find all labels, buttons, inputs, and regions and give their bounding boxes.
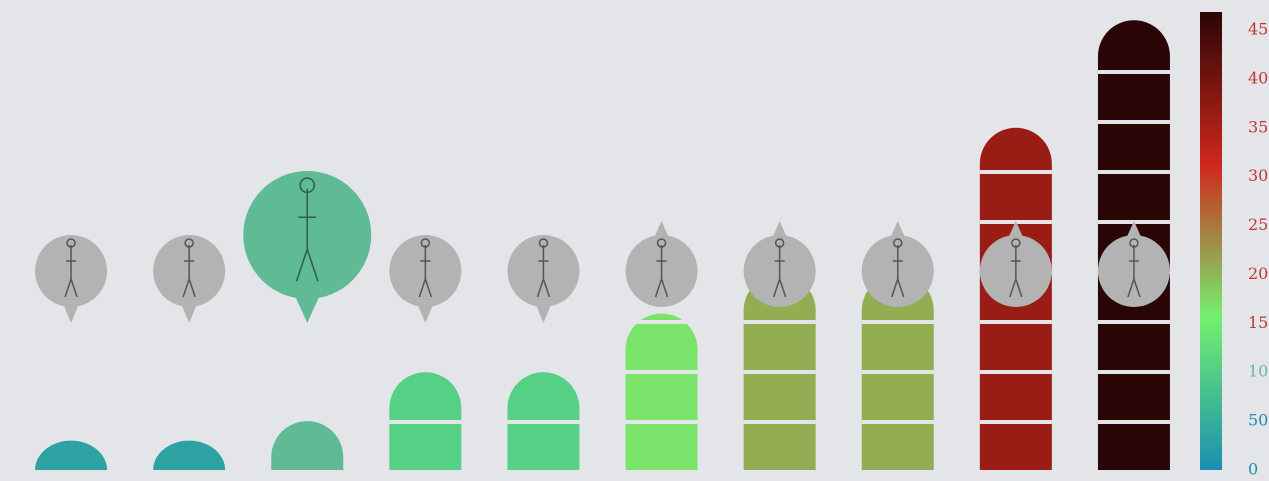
icon-figure: [1127, 245, 1141, 298]
posture-icon: [861, 221, 934, 307]
bar: [153, 440, 226, 470]
icon-figure: [182, 245, 196, 298]
icon-pin: [530, 292, 557, 323]
posture-icon: [625, 221, 698, 307]
icon-figure: [891, 245, 905, 298]
segment-gap: [1097, 320, 1170, 324]
icon-head: [774, 238, 785, 248]
segment-gap: [1097, 420, 1170, 424]
icon-pin: [767, 221, 793, 250]
segment-gap: [979, 320, 1052, 324]
segment-gap: [861, 370, 934, 374]
legend-label: 30: [1248, 166, 1268, 185]
icon-head: [184, 238, 194, 248]
segment-gap: [1097, 70, 1170, 74]
segment-gap: [1097, 170, 1170, 174]
icon-pin: [284, 273, 330, 323]
legend-label: 25: [1248, 215, 1268, 234]
posture-icon: [389, 235, 462, 323]
icon-head: [538, 238, 549, 248]
legend-label: 45: [1248, 20, 1268, 39]
segment-gap: [625, 420, 698, 424]
icon-head: [66, 238, 76, 248]
segment-gap: [507, 420, 580, 424]
legend-label: 20: [1248, 264, 1268, 283]
icon-figure: [418, 245, 433, 298]
segment-gap: [743, 420, 816, 424]
icon-head: [1011, 238, 1021, 248]
icon-head: [893, 238, 903, 248]
icon-figure: [295, 188, 319, 282]
icon-figure: [64, 245, 78, 298]
icon-pin: [1121, 221, 1147, 250]
legend-label: 35: [1248, 117, 1268, 136]
icon-pin: [412, 292, 438, 323]
segment-gap: [743, 370, 816, 374]
legend-bar: [1200, 12, 1222, 470]
icon-figure: [772, 245, 787, 298]
icon-figure: [536, 245, 551, 298]
posture-icon: [507, 235, 580, 323]
bar: [271, 421, 344, 470]
segment-gap: [743, 320, 816, 324]
icon-head: [299, 177, 316, 194]
icon-head: [1129, 238, 1139, 248]
segment-gap: [861, 420, 934, 424]
legend-label: 40: [1248, 68, 1268, 87]
icon-head: [420, 238, 431, 248]
legend-label: 50: [1248, 411, 1268, 430]
bar: [625, 313, 698, 470]
segment-gap: [625, 370, 698, 374]
posture-icon: [153, 235, 226, 323]
posture-icon: [979, 221, 1052, 307]
legend-label: 0: [1248, 460, 1258, 479]
segment-gap: [861, 320, 934, 324]
posture-icon: [243, 171, 372, 323]
icon-head: [656, 238, 667, 248]
icon-figure: [1009, 245, 1023, 298]
icon-pin: [58, 292, 84, 323]
icon-pin: [885, 221, 911, 250]
icon-pin: [176, 292, 202, 323]
posture-icon: [35, 235, 108, 323]
bar: [35, 440, 108, 470]
segment-gap: [1097, 370, 1170, 374]
icon-pin: [1003, 221, 1029, 250]
segment-gap: [979, 370, 1052, 374]
posture-icon: [1097, 221, 1170, 307]
segment-gap: [625, 320, 698, 324]
legend-label: 10: [1248, 362, 1268, 381]
icon-pin: [648, 221, 675, 250]
icon-figure: [654, 245, 669, 298]
segment-gap: [389, 420, 462, 424]
posture-icon: [743, 221, 816, 307]
segment-gap: [979, 420, 1052, 424]
segment-gap: [979, 170, 1052, 174]
legend-label: 15: [1248, 313, 1268, 332]
segment-gap: [1097, 120, 1170, 124]
